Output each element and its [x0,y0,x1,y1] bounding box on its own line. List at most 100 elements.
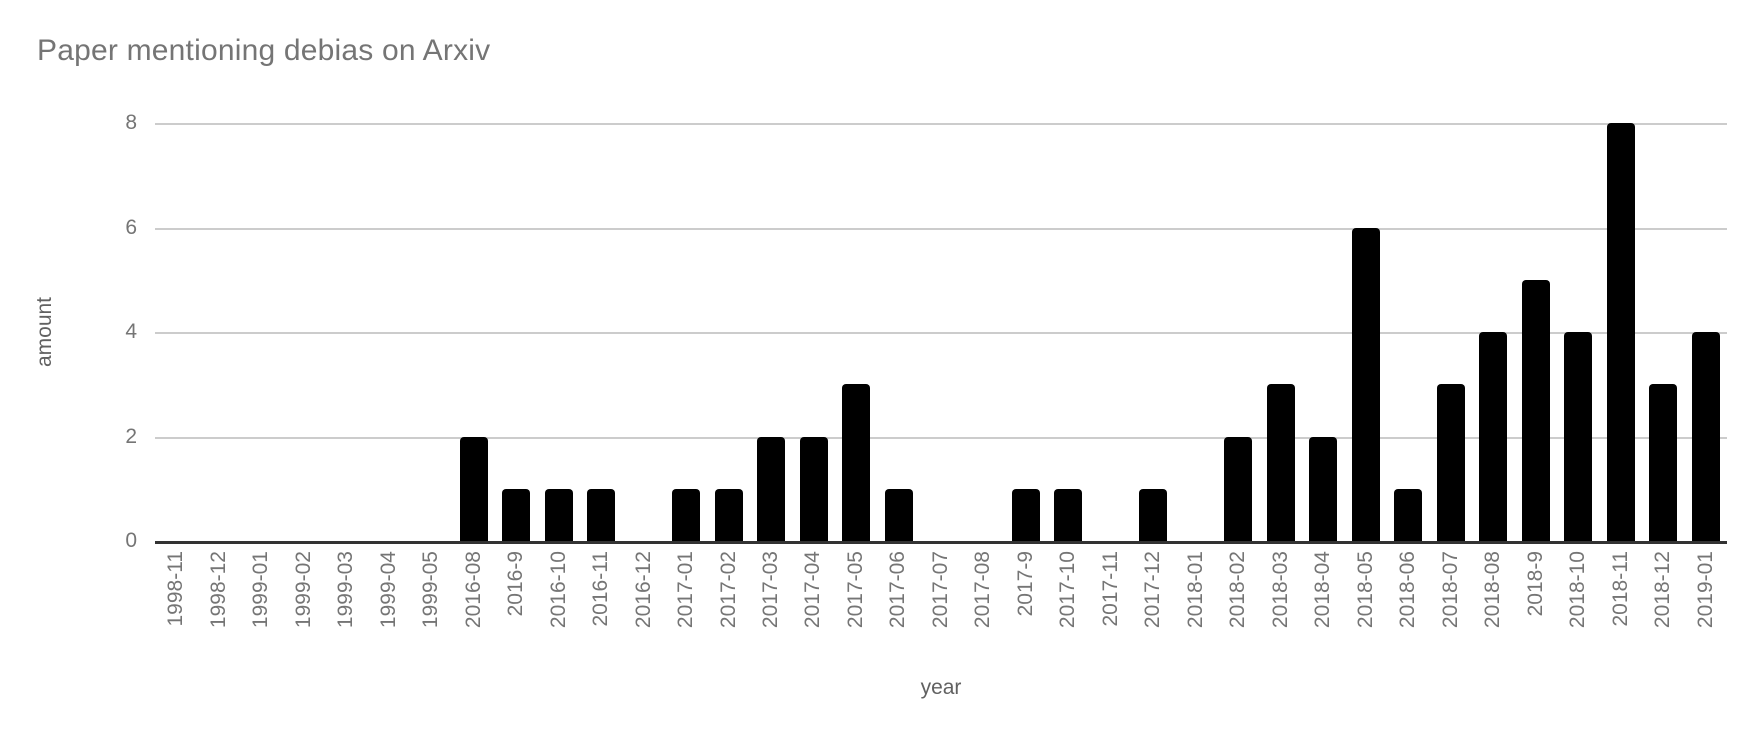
x-tick-label-2017-06: 2017-06 [886,551,910,629]
x-tick-cell: 1999-02 [282,551,324,656]
x-tick-label-2016-11: 2016-11 [589,551,613,627]
x-tick-cell: 1998-11 [155,551,197,656]
x-tick-cell: 2018-04 [1302,551,1344,656]
x-tick-cell: 2017-07 [920,551,962,656]
x-tick-cell: 2017-11 [1090,551,1132,656]
x-tick-cell: 2017-06 [877,551,919,656]
x-tick-label-2017-02: 2017-02 [716,551,740,629]
x-tick-cell: 2017-04 [792,551,834,656]
bar-2018-02 [1224,436,1253,541]
bar-2018-10 [1564,332,1593,541]
x-tick-cell: 2017-10 [1047,551,1089,656]
x-tick-label-2018-01: 2018-01 [1183,551,1207,629]
bar-2018-9 [1521,279,1550,541]
bar-2018-04 [1309,436,1338,541]
x-tick-label-2016-08: 2016-08 [461,551,485,629]
bar-2016-08 [459,436,488,541]
x-tick-label-2017-01: 2017-01 [674,551,698,629]
x-tick-label-1999-01: 1999-01 [249,551,273,629]
bar-2018-07 [1436,384,1465,541]
gridline-6 [155,227,1727,230]
x-tick-label-2018-08: 2018-08 [1481,551,1505,629]
bar-2016-9 [502,488,531,541]
bar-2018-08 [1479,332,1508,541]
x-tick-label-2017-08: 2017-08 [971,551,995,629]
x-tick-label-1999-05: 1999-05 [419,551,443,629]
x-tick-label-1998-11: 1998-11 [164,551,188,627]
x-tick-label-2018-11: 2018-11 [1608,551,1632,627]
x-tick-cell: 2017-01 [665,551,707,656]
x-tick-label-2017-03: 2017-03 [759,551,782,629]
bar-2017-9 [1011,488,1040,541]
x-tick-cell: 2016-12 [622,551,664,656]
x-tick-label-2017-04: 2017-04 [801,551,825,629]
x-tick-cell: 2018-11 [1599,551,1641,656]
y-tick-label-8: 8 [125,111,137,134]
bar-2017-05 [842,384,871,541]
x-axis-tick-labels: 1998-11 1998-12 1999-01 1999-02 1999-03 1999-… [155,551,1727,656]
x-tick-cell: 2019-01 [1684,551,1726,656]
gridline-4 [155,332,1727,334]
bar-2017-04 [799,436,828,541]
x-tick-cell: 2016-10 [537,551,579,656]
x-tick-cell: 2017-9 [1005,551,1047,656]
plot-area [155,123,1727,544]
x-tick-label-2016-9: 2016-9 [504,551,528,617]
x-tick-cell: 2018-9 [1515,551,1557,656]
x-tick-label-2018-12: 2018-12 [1651,551,1675,629]
x-tick-cell: 2018-05 [1345,551,1387,656]
x-tick-cell: 2016-08 [452,551,494,656]
bar-2017-01 [672,488,701,541]
x-tick-label-2016-12: 2016-12 [631,551,655,629]
bar-2018-11 [1606,123,1635,541]
bar-2016-11 [587,488,616,541]
x-tick-label-2018-03: 2018-03 [1268,551,1292,629]
x-tick-label-2017-07: 2017-07 [928,551,952,629]
x-tick-cell: 2018-03 [1260,551,1302,656]
x-tick-cell: 2017-02 [707,551,749,656]
y-axis-tick-labels: 0 2 4 6 8 [0,111,137,552]
x-tick-label-2018-06: 2018-06 [1396,551,1420,629]
x-tick-cell: 2017-03 [750,551,792,656]
x-tick-cell: 1999-04 [367,551,409,656]
x-tick-cell: 2018-08 [1472,551,1514,656]
bar-2017-02 [714,488,743,541]
bar-2018-03 [1266,384,1295,541]
y-tick-label-0: 0 [125,529,137,552]
x-tick-cell: 2017-12 [1132,551,1174,656]
x-tick-cell: 2018-07 [1430,551,1472,656]
x-tick-label-1999-04: 1999-04 [376,551,400,629]
x-tick-label-2018-05: 2018-05 [1353,551,1377,629]
y-tick-label-4: 4 [125,320,137,343]
x-tick-cell: 2018-12 [1642,551,1684,656]
y-tick-label-2: 2 [125,424,137,448]
x-tick-cell: 2018-01 [1175,551,1217,656]
x-tick-label-2017-12: 2017-12 [1141,551,1165,629]
y-tick-label-6: 6 [125,215,137,239]
bar-2018-12 [1649,384,1678,541]
bar-2017-06 [884,488,913,541]
x-tick-label-1998-12: 1998-12 [206,551,230,629]
bar-2018-06 [1394,488,1423,541]
chart-title: Paper mentioning debias on Arxiv [37,34,491,67]
x-tick-cell: 1999-03 [325,551,367,656]
x-tick-label-2017-9: 2017-9 [1013,551,1037,617]
x-tick-cell: 2018-10 [1557,551,1599,656]
x-tick-cell: 2018-06 [1387,551,1429,656]
x-tick-cell: 2016-11 [580,551,622,656]
bar-2019-01 [1691,332,1720,541]
gridline-2 [155,436,1727,439]
bar-2017-12 [1139,488,1168,541]
x-tick-label-2018-9: 2018-9 [1523,551,1547,617]
x-tick-label-2017-05: 2017-05 [843,551,867,629]
x-tick-cell: 2017-05 [835,551,877,656]
x-tick-label-2018-02: 2018-02 [1226,551,1250,629]
bar-2017-10 [1054,488,1083,541]
bar-2017-03 [757,436,786,541]
x-tick-label-2016-10: 2016-10 [546,551,570,629]
x-tick-label-2018-10: 2018-10 [1566,551,1590,629]
x-tick-label-1999-03: 1999-03 [334,551,358,629]
x-tick-cell: 2018-02 [1217,551,1259,656]
x-axis-title: year [920,676,962,699]
